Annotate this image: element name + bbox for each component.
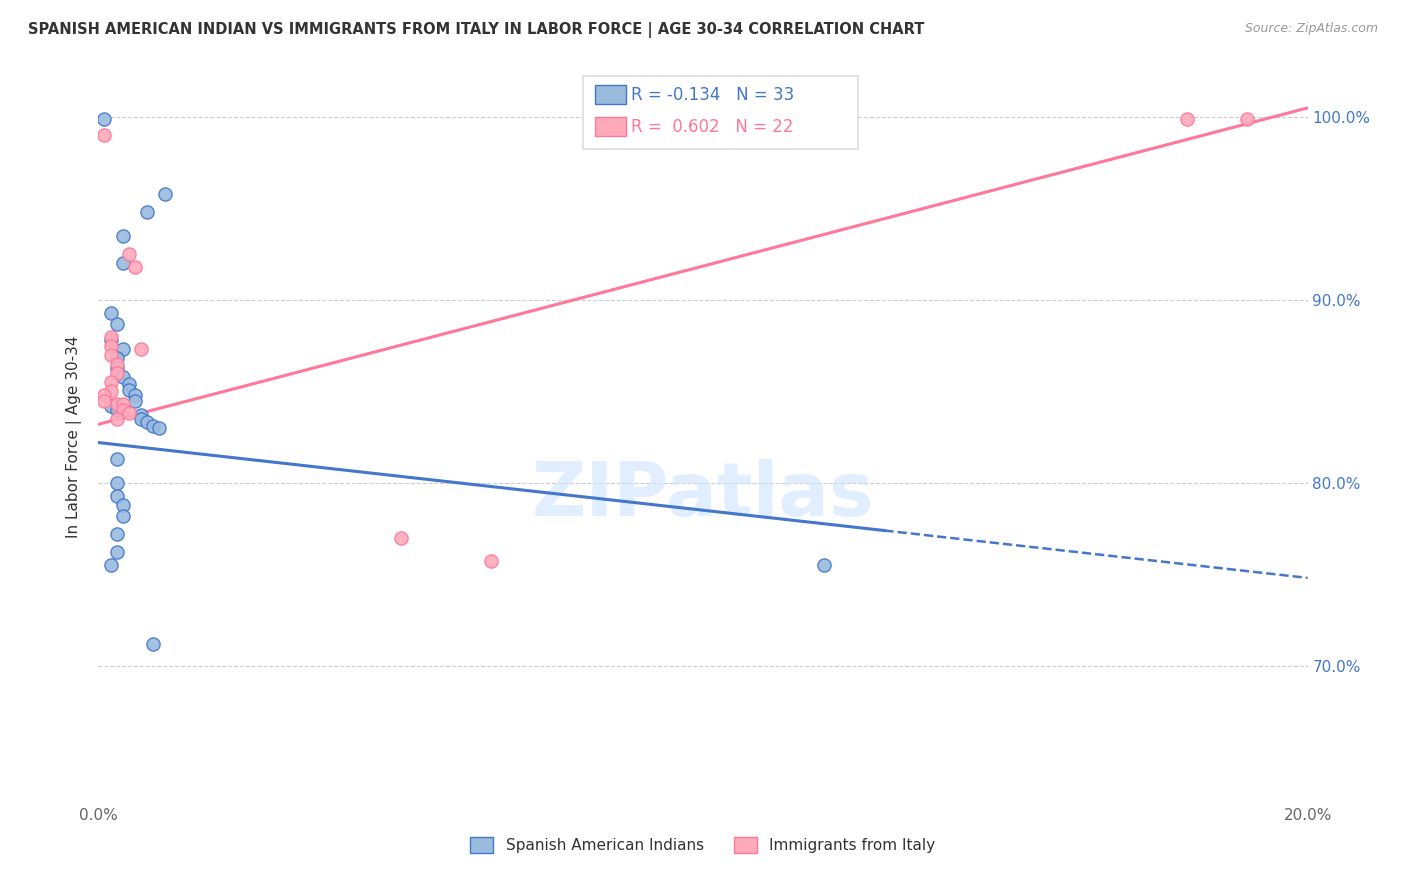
Point xyxy=(111,508,134,523)
Point xyxy=(93,112,115,126)
Point xyxy=(100,329,122,343)
Point xyxy=(105,357,128,371)
Point xyxy=(389,531,412,545)
Point xyxy=(105,452,128,467)
Point xyxy=(105,411,128,425)
Point xyxy=(481,554,503,568)
Text: R =  0.602   N = 22: R = 0.602 N = 22 xyxy=(631,118,794,136)
Point xyxy=(100,348,122,362)
Point xyxy=(111,228,134,243)
Point xyxy=(118,377,141,392)
Point xyxy=(93,388,115,402)
Point xyxy=(142,419,165,434)
Point xyxy=(105,366,128,380)
Point xyxy=(129,408,152,422)
Point xyxy=(129,411,152,425)
Point xyxy=(93,393,115,408)
Point xyxy=(111,369,134,384)
Point xyxy=(111,256,134,270)
Point xyxy=(135,205,157,219)
Legend: Spanish American Indians, Immigrants from Italy: Spanish American Indians, Immigrants fro… xyxy=(463,830,943,861)
Point xyxy=(105,527,128,541)
Point xyxy=(105,545,128,559)
Point xyxy=(100,384,122,399)
Point xyxy=(118,247,141,261)
Point xyxy=(142,637,165,651)
Point xyxy=(105,397,128,411)
Point xyxy=(1236,112,1258,126)
Point xyxy=(813,558,835,573)
Point xyxy=(105,360,128,375)
Point xyxy=(100,306,122,320)
Point xyxy=(124,388,146,402)
Point xyxy=(105,351,128,366)
Point xyxy=(100,558,122,573)
Text: SPANISH AMERICAN INDIAN VS IMMIGRANTS FROM ITALY IN LABOR FORCE | AGE 30-34 CORR: SPANISH AMERICAN INDIAN VS IMMIGRANTS FR… xyxy=(28,22,925,38)
Y-axis label: In Labor Force | Age 30-34: In Labor Force | Age 30-34 xyxy=(66,335,83,539)
Point xyxy=(100,399,122,413)
Point xyxy=(135,416,157,430)
Point xyxy=(118,406,141,420)
Point xyxy=(105,402,128,417)
Point xyxy=(148,421,170,435)
Point xyxy=(105,489,128,503)
Point xyxy=(111,402,134,417)
Point xyxy=(1175,112,1198,126)
Point xyxy=(100,375,122,389)
Point xyxy=(124,393,146,408)
Point xyxy=(105,317,128,331)
Point xyxy=(111,343,134,357)
Point xyxy=(105,475,128,490)
Text: Source: ZipAtlas.com: Source: ZipAtlas.com xyxy=(1244,22,1378,36)
Point xyxy=(118,383,141,397)
Point xyxy=(129,343,152,357)
Point xyxy=(111,397,134,411)
Point xyxy=(93,128,115,143)
Point xyxy=(111,498,134,512)
Point xyxy=(153,186,176,201)
Point xyxy=(124,260,146,274)
Point xyxy=(100,333,122,347)
Text: ZIPatlas: ZIPatlas xyxy=(531,459,875,533)
Point xyxy=(100,338,122,352)
Text: R = -0.134   N = 33: R = -0.134 N = 33 xyxy=(631,86,794,103)
